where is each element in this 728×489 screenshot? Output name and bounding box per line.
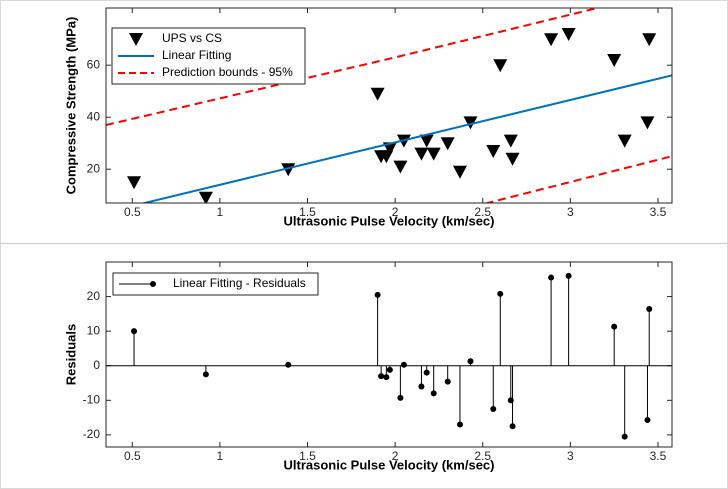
plot-content <box>106 272 672 440</box>
stem-head <box>378 373 385 380</box>
data-point <box>463 116 478 130</box>
x-tick-label: 3.5 <box>650 449 667 463</box>
x-tick-label: 2.5 <box>474 449 491 463</box>
stem-head <box>490 405 497 412</box>
data-point <box>640 116 655 130</box>
x-tick-label: 3 <box>567 449 574 463</box>
x-tick-label: 3 <box>567 205 574 219</box>
data-point <box>642 33 657 47</box>
axes-frame <box>105 7 673 204</box>
y-tick-label: 40 <box>87 109 101 123</box>
y-axis-label: Residuals <box>63 324 78 385</box>
axes: 0.5 1 1.5 2 2.5 3 3.5 -20 -10 0 10 20 Ultrasonic Pul… <box>63 261 673 472</box>
x-tick-label: 0.5 <box>124 449 141 463</box>
stem-head <box>548 274 555 281</box>
x-tick-label: 2 <box>392 449 399 463</box>
legend-label: Prediction bounds - 95% <box>162 65 293 79</box>
data-point <box>382 142 397 156</box>
data-point <box>414 147 429 161</box>
data-point <box>127 176 142 190</box>
data-point <box>452 165 467 179</box>
stem-head <box>400 361 407 368</box>
stem-head <box>646 306 653 313</box>
stem-head <box>285 361 292 368</box>
legend: Linear Fitting - Residuals <box>112 272 319 296</box>
stem-head <box>386 366 393 373</box>
y-axis-label: Compressive Strength (MPa) <box>63 17 78 195</box>
y-tick-label: 60 <box>87 57 101 71</box>
legend-swatch <box>129 33 143 46</box>
x-tick-label: 1.5 <box>299 205 316 219</box>
x-tick-label: 2 <box>392 205 399 219</box>
y-tick-label: -20 <box>83 427 101 441</box>
stem-head <box>397 394 404 401</box>
x-tick-label: 1 <box>217 205 224 219</box>
legend: UPS vs CS Linear Fitting Prediction bounds… <box>111 27 306 85</box>
data-point <box>617 134 632 148</box>
y-tick-label: 10 <box>87 323 101 337</box>
stem-head <box>418 383 425 390</box>
y-tick-label: -10 <box>83 392 101 406</box>
stem-head <box>644 417 651 424</box>
data-point <box>544 33 559 47</box>
data-point <box>486 145 501 158</box>
x-tick-label: 1 <box>217 449 224 463</box>
lower-bound-line <box>483 155 672 203</box>
data-point <box>505 152 520 166</box>
stem-head <box>430 390 437 397</box>
stem-head <box>131 328 138 335</box>
y-tick-label: 20 <box>87 161 101 175</box>
data-point <box>440 137 455 151</box>
legend-box <box>112 272 319 296</box>
data-point <box>198 191 213 203</box>
data-point <box>393 160 408 174</box>
data-point <box>493 59 508 73</box>
x-tick-label: 3.5 <box>650 205 667 219</box>
data-point <box>370 87 385 101</box>
stem-head <box>456 421 463 428</box>
stem-head <box>565 272 572 279</box>
stem-head <box>497 290 504 297</box>
legend-label: UPS vs CS <box>162 31 222 45</box>
legend-swatch-marker <box>150 281 156 287</box>
data-point <box>561 28 576 41</box>
stem-head <box>509 423 516 430</box>
legend-label: Linear Fitting <box>162 48 231 62</box>
data-point <box>426 147 441 161</box>
axes-frame <box>105 261 673 448</box>
x-tick-label: 2.5 <box>474 205 491 219</box>
x-tick-label: 0.5 <box>124 205 141 219</box>
stem-head <box>383 374 390 381</box>
legend-label: Linear Fitting - Residuals <box>173 276 306 290</box>
axes: 0.5 1 1.5 2 2.5 3 3.5 20 40 60 Ultrasonic Pulse Ve… <box>63 7 673 228</box>
y-tick-label: 0 <box>93 358 100 372</box>
plot-content <box>106 8 672 203</box>
x-tick-label: 1.5 <box>299 449 316 463</box>
stem-head <box>621 433 628 440</box>
data-point <box>607 54 622 67</box>
stem-head <box>467 358 474 365</box>
x-axis-label: Ultrasonic Pulse Velocity (km/sec) <box>284 213 495 228</box>
stem-head <box>374 291 381 298</box>
data-point <box>419 134 434 148</box>
y-tick-label: 20 <box>87 289 101 303</box>
data-point <box>503 134 518 148</box>
stem-head <box>423 369 430 376</box>
stem-head <box>611 323 618 330</box>
fit-line <box>106 8 602 126</box>
stem-head <box>444 378 451 385</box>
x-axis-label: Ultrasonic Pulse Velocity (km/sec) <box>284 457 495 472</box>
stem-head <box>202 371 209 378</box>
fit-line <box>140 74 672 203</box>
